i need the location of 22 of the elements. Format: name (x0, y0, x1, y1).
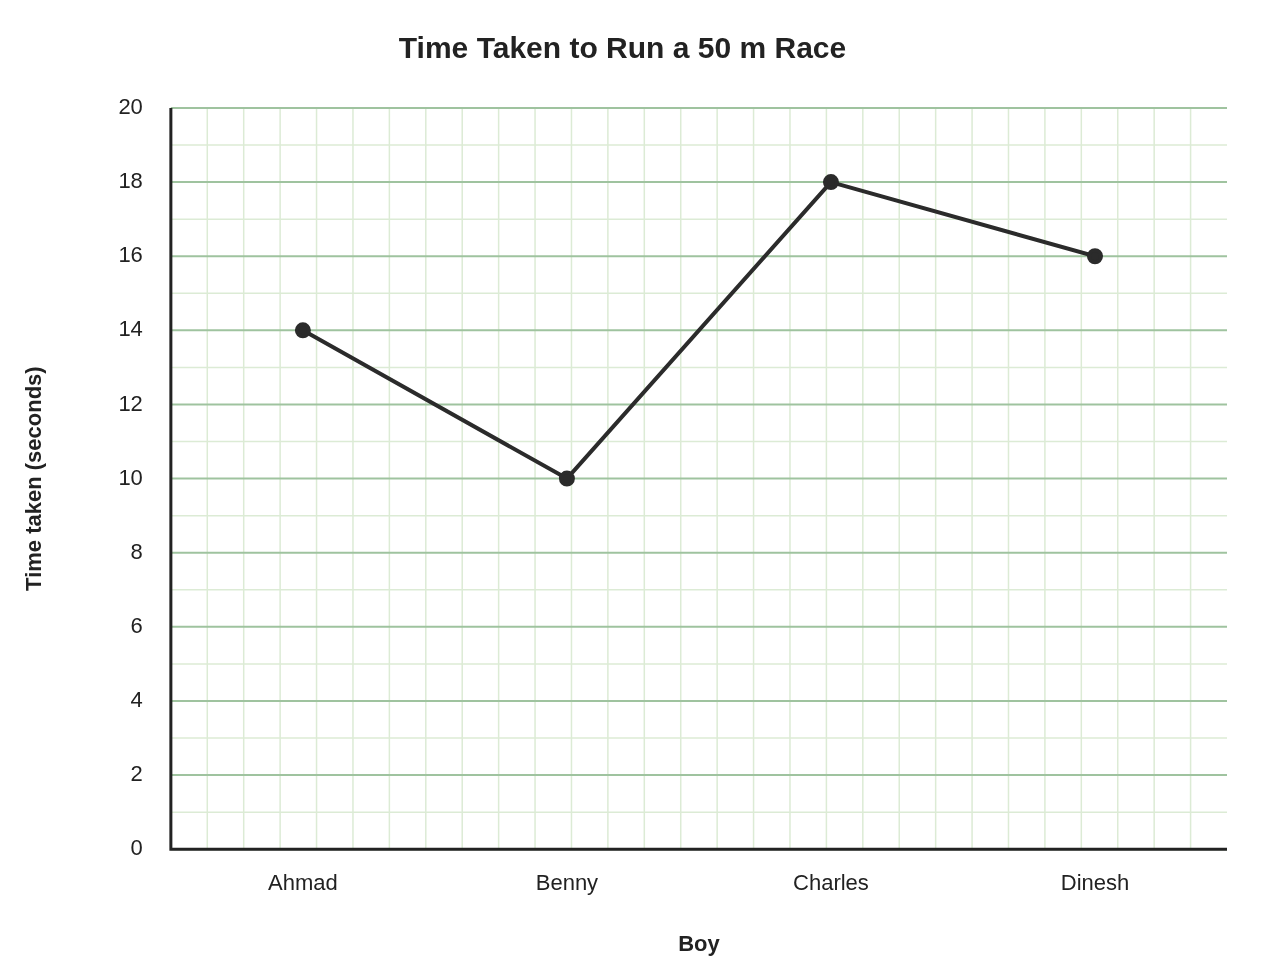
x-tick-label: Benny (535, 870, 599, 896)
y-tick-label: 10 (118, 464, 143, 490)
point (558, 470, 575, 487)
y-tick-label: 18 (118, 168, 143, 194)
y-tick-label: 2 (130, 761, 143, 787)
point (294, 322, 311, 339)
chart-title: Time Taken to Run a 50 m Race (398, 31, 847, 65)
y-tick-label: 14 (118, 316, 143, 342)
y-tick-label: 8 (130, 538, 143, 564)
y-tick-label: 16 (118, 242, 143, 268)
y-axis-title: Time taken (seconds) (21, 366, 47, 591)
y-tick-label: 4 (130, 687, 143, 713)
y-tick-label: 20 (118, 94, 143, 120)
x-tick-label: Ahmad (268, 870, 338, 896)
x-tick-label: Dinesh (1060, 870, 1130, 896)
x-axis-title: Boy (678, 930, 721, 956)
y-tick-label: 0 (130, 835, 143, 861)
x-tick-label: Charles (793, 870, 869, 896)
point (822, 174, 839, 191)
point (1086, 248, 1103, 265)
y-tick-label: 6 (130, 612, 143, 638)
y-tick-label: 12 (118, 390, 143, 416)
